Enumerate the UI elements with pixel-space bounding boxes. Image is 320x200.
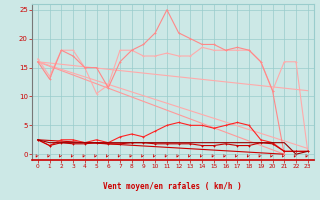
X-axis label: Vent moyen/en rafales ( km/h ): Vent moyen/en rafales ( km/h )	[103, 182, 242, 191]
